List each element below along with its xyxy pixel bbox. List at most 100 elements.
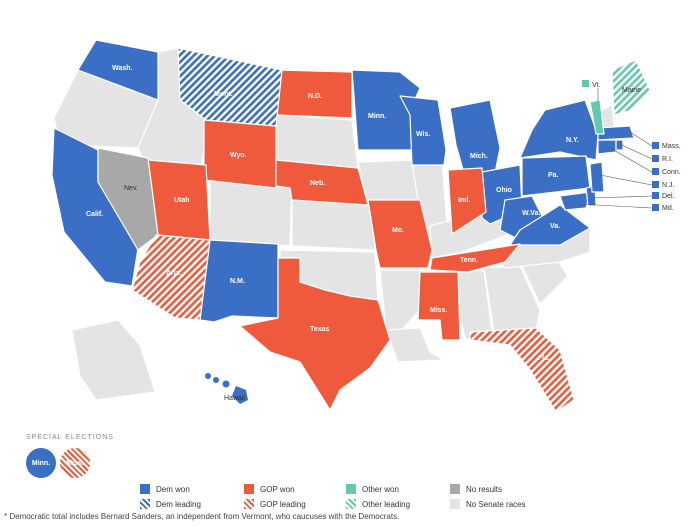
state-wisconsin <box>399 95 447 166</box>
state-maryland <box>559 191 591 211</box>
no-senate-swatch <box>450 499 460 509</box>
label-tenn: Tenn. <box>460 257 478 264</box>
label-wva: W.Va. <box>522 210 540 217</box>
legend-gop-leading-label: GOP leading <box>260 499 306 509</box>
state-hawaii <box>205 373 248 404</box>
label-minn: Minn. <box>368 113 386 120</box>
del-callout-swatch <box>652 192 659 199</box>
state-indiana <box>447 167 487 235</box>
special-elections: SPECIAL ELECTIONS Minn. Miss. <box>26 434 114 478</box>
gop-leading-swatch <box>244 499 254 509</box>
label-mo: Mo. <box>392 227 404 234</box>
other-leading-swatch <box>346 499 356 509</box>
gop-won-states <box>147 69 521 411</box>
footnote: * Democratic total includes Bernard Sand… <box>4 512 400 521</box>
vt-callout-swatch <box>582 80 589 87</box>
special-minn-circle: Minn. <box>26 448 56 478</box>
label-wyo: Wyo. <box>230 152 247 159</box>
state-texas <box>239 257 391 411</box>
label-ind: Ind. <box>458 197 470 204</box>
state-conn <box>597 139 617 155</box>
state-mississippi <box>417 271 461 341</box>
other-won-swatch <box>346 484 356 494</box>
dem-leading-swatch <box>140 499 150 509</box>
state-arizona <box>131 234 211 321</box>
state-florida <box>469 327 575 413</box>
label-ny: N.Y. <box>566 137 579 144</box>
label-mont: Mont. <box>214 91 233 98</box>
legend-dem-won-label: Dem won <box>156 484 190 494</box>
state-ri <box>615 139 624 151</box>
label-md: Md. <box>662 205 674 212</box>
special-miss-circle: Miss. <box>60 448 90 478</box>
state-ny <box>519 99 599 161</box>
legend-dem-won: Dem won <box>140 484 190 494</box>
label-va: Va. <box>550 223 560 230</box>
state-tennessee <box>429 243 521 273</box>
state-mass <box>597 125 635 141</box>
legend-no-results-label: No results <box>466 484 503 494</box>
ri-callout-swatch <box>652 155 659 162</box>
label-wash: Wash. <box>112 65 132 72</box>
label-del: Del. <box>662 193 675 200</box>
label-ariz: Ariz. <box>166 270 181 277</box>
label-nm: N.M. <box>230 278 245 285</box>
label-utah: Utah <box>174 197 190 204</box>
label-mich: Mich. <box>470 153 488 160</box>
state-nevada <box>97 147 159 251</box>
label-ohio: Ohio <box>496 187 512 194</box>
label-fla: Fla. <box>538 355 550 362</box>
nj-callout-swatch <box>652 181 659 188</box>
dem-won-swatch <box>140 484 150 494</box>
legend-no-senate: No Senate races <box>450 499 526 509</box>
no-race-states <box>53 47 617 401</box>
legend-other-leading: Other leading <box>346 499 410 509</box>
special-elections-title: SPECIAL ELECTIONS <box>26 434 114 441</box>
md-callout-swatch <box>652 204 659 211</box>
legend-no-senate-label: No Senate races <box>466 499 526 509</box>
label-miss: Miss. <box>430 307 448 314</box>
state-missouri <box>367 199 433 269</box>
label-hawaii: Hawaii <box>224 395 245 402</box>
mass-callout-swatch <box>652 142 659 149</box>
label-wis: Wis. <box>416 131 430 138</box>
label-calif: Calif. <box>86 211 103 218</box>
state-labels: Wash. Mont. N.D. Minn. Wis. Mich. N.Y. V… <box>86 65 681 402</box>
legend-no-results: No results <box>450 484 502 494</box>
legend-gop-leading: GOP leading <box>244 499 306 509</box>
special-miss-label: Miss. <box>66 459 84 467</box>
label-nj: N.J. <box>662 182 675 189</box>
gop-leading-states <box>131 234 575 413</box>
label-conn: Conn. <box>662 169 681 176</box>
legend: Dem won Dem leading GOP won GOP leading … <box>140 484 580 514</box>
state-nebraska <box>275 159 369 206</box>
label-nd: N.D. <box>308 93 322 100</box>
label-ri: R.I. <box>662 156 673 163</box>
legend-gop-won: GOP won <box>244 484 295 494</box>
label-vt: Vt. <box>592 82 601 89</box>
state-montana <box>177 47 283 127</box>
callout-lines <box>577 88 653 209</box>
label-nev: Nev. <box>124 185 138 192</box>
legend-other-leading-label: Other leading <box>362 499 411 509</box>
no-results-swatch <box>450 484 460 494</box>
state-vermont <box>589 99 605 135</box>
legend-gop-won-label: GOP won <box>260 484 295 494</box>
legend-other-won-label: Other won <box>362 484 399 494</box>
label-neb: Neb. <box>310 180 325 187</box>
dem-won-states <box>51 39 635 404</box>
state-washington <box>77 39 159 101</box>
legend-other-won: Other won <box>346 484 399 494</box>
state-maine <box>611 59 651 116</box>
legend-dem-leading: Dem leading <box>140 499 201 509</box>
legend-dem-leading-label: Dem leading <box>156 499 201 509</box>
gop-won-swatch <box>244 484 254 494</box>
label-pa: Pa. <box>548 172 559 179</box>
label-maine: Maine <box>622 87 641 94</box>
state-virginia <box>509 204 591 246</box>
label-mass: Mass. <box>662 143 681 150</box>
special-minn-label: Minn. <box>31 459 51 467</box>
label-texas: Texas <box>310 326 329 333</box>
state-nj <box>589 161 605 193</box>
